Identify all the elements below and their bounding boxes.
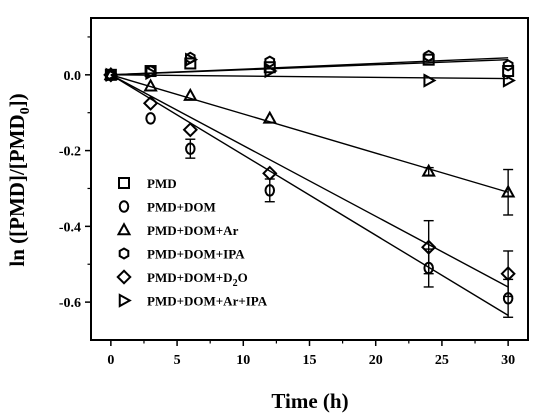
data-point	[502, 73, 516, 88]
x-tick-label: 10	[236, 353, 250, 368]
data-point	[264, 55, 276, 68]
legend: PMD PMD+DOM PMD+DOM+Ar PMD+DOM+IPA PMD+DOM+D…	[116, 176, 268, 309]
y-tick-label: -0.2	[59, 145, 81, 160]
data-point	[423, 73, 437, 88]
data-point	[264, 63, 278, 79]
data-point	[142, 95, 159, 111]
data-point	[143, 78, 158, 92]
data-point	[264, 184, 276, 197]
legend-label: PMD+DOM+IPA	[147, 247, 245, 262]
y-axis-label: ln ([PMD]/[PMD0])	[5, 93, 33, 266]
data-point	[145, 112, 156, 125]
data-point	[421, 163, 436, 177]
legend-label: PMD+DOM+Ar+IPA	[147, 294, 268, 309]
data-point	[105, 67, 119, 83]
legend-label: PMD+DOM+D2O	[147, 270, 248, 289]
legend-marker	[118, 177, 130, 189]
data-point	[262, 165, 278, 181]
y-tick-label: 0.0	[64, 69, 82, 84]
axis-ticks: 0 5 10 15 20 25 30 0.0 -0.2 -0.4 -0.6	[59, 36, 515, 368]
data-point	[500, 184, 516, 198]
fit-line	[110, 74, 509, 193]
legend-label: PMD+DOM	[147, 200, 216, 215]
data-point	[421, 239, 437, 255]
data-point	[423, 261, 434, 275]
x-axis-label: Time (h)	[271, 389, 348, 413]
data-point	[262, 110, 277, 124]
x-tick-label: 30	[501, 353, 515, 368]
legend-label: PMD+DOM+Ar	[147, 223, 239, 238]
y-tick-label: -0.6	[59, 296, 81, 311]
data-point	[183, 87, 198, 101]
data-point	[502, 59, 514, 72]
data-point	[422, 53, 435, 66]
data-point	[502, 65, 515, 78]
x-tick-label: 0	[107, 353, 114, 368]
y-tick-label: -0.4	[59, 220, 81, 235]
data-point	[500, 266, 516, 282]
legend-marker	[118, 247, 130, 260]
legend-marker	[116, 269, 132, 285]
fit-lines	[110, 57, 509, 316]
x-tick-label: 25	[435, 353, 449, 368]
legend-marker	[116, 222, 132, 236]
data-point	[145, 65, 159, 81]
data-point	[502, 292, 514, 305]
data-point	[182, 122, 198, 138]
data-point	[423, 49, 434, 63]
data-point	[185, 52, 199, 67]
data-markers	[103, 49, 516, 305]
fit-line	[110, 74, 509, 80]
legend-marker	[118, 200, 130, 213]
x-tick-label: 15	[303, 353, 317, 368]
legend-label: PMD	[147, 176, 177, 191]
x-tick-label: 20	[369, 353, 383, 368]
fit-line	[110, 57, 509, 76]
fit-line	[110, 74, 509, 316]
x-tick-label: 5	[174, 353, 181, 368]
data-point	[185, 142, 196, 155]
fit-line	[110, 74, 509, 288]
legend-marker	[118, 293, 132, 308]
